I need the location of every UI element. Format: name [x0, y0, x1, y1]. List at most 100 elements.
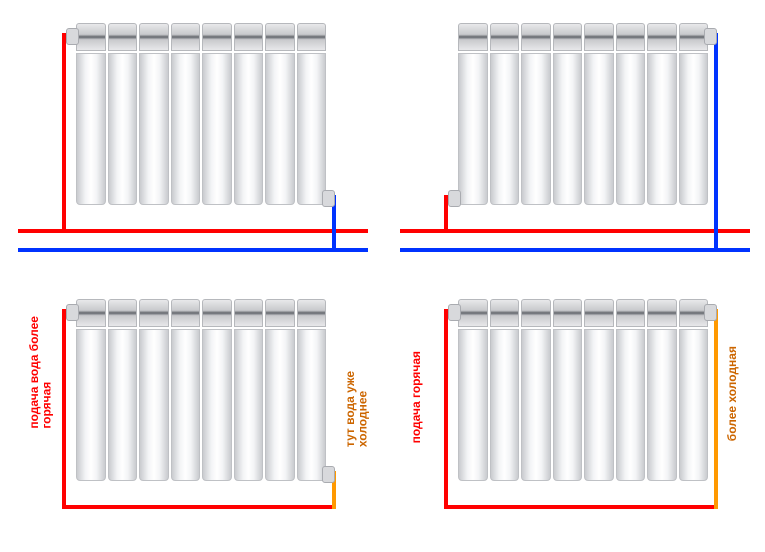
radiator-fin [265, 53, 295, 205]
radiator-fin [490, 329, 520, 481]
valve-icon [704, 304, 717, 321]
radiator-fin [202, 53, 232, 205]
pipe [400, 248, 750, 252]
pipe [18, 248, 368, 252]
valve-icon [66, 304, 79, 321]
valve-icon [448, 304, 461, 321]
radiator-fin [76, 329, 106, 481]
radiator [76, 299, 326, 481]
pipe [714, 309, 718, 509]
radiator-fin [521, 53, 551, 205]
radiator-fin [202, 329, 232, 481]
radiator-fin [584, 329, 614, 481]
pipe [18, 229, 368, 233]
radiator-fin [458, 329, 488, 481]
radiator-fin [679, 53, 709, 205]
radiator-header-seg [647, 299, 677, 327]
radiator-fin [108, 53, 138, 205]
radiator-fin [234, 53, 264, 205]
pipe-label: более холодная [726, 346, 739, 441]
radiator-body [76, 329, 326, 481]
radiator-header [458, 299, 708, 327]
radiator-fin [679, 329, 709, 481]
radiator-header-seg [490, 299, 520, 327]
radiator-header-seg [297, 299, 327, 327]
radiator-header-seg [647, 23, 677, 51]
radiator-header-seg [553, 23, 583, 51]
radiator-fin [647, 53, 677, 205]
radiator-body [458, 329, 708, 481]
radiator-header-seg [490, 23, 520, 51]
radiator-fin [297, 53, 327, 205]
radiator-fin [265, 329, 295, 481]
radiator-header-seg [171, 23, 201, 51]
valve-icon [448, 190, 461, 207]
radiator-fin [490, 53, 520, 205]
radiator-fin [171, 53, 201, 205]
radiator-header-seg [521, 299, 551, 327]
radiator-fin [553, 53, 583, 205]
radiator-header [76, 23, 326, 51]
pipe [62, 33, 66, 233]
radiator-fin [616, 329, 646, 481]
radiator-fin [139, 53, 169, 205]
radiator-header-seg [171, 299, 201, 327]
radiator-header-seg [265, 299, 295, 327]
radiator-header-seg [202, 23, 232, 51]
valve-icon [322, 190, 335, 207]
radiator-header [458, 23, 708, 51]
diagram-panel [8, 0, 378, 276]
radiator-header-seg [108, 23, 138, 51]
radiator-body [458, 53, 708, 205]
pipe [62, 309, 66, 509]
diagram-panel: подача вода более горячая тут вода уже хо… [8, 276, 378, 552]
radiator [458, 299, 708, 481]
radiator-header-seg [76, 23, 106, 51]
pipe [444, 309, 448, 509]
diagram-panel [390, 0, 760, 276]
valve-icon [322, 466, 335, 483]
pipe [62, 505, 336, 509]
radiator-header-seg [234, 23, 264, 51]
pipe [444, 505, 718, 509]
radiator [76, 23, 326, 205]
radiator-header-seg [616, 23, 646, 51]
pipe [400, 229, 750, 233]
radiator-header-seg [139, 299, 169, 327]
radiator [458, 23, 708, 205]
pipe [714, 33, 718, 252]
radiator-fin [171, 329, 201, 481]
radiator-header-seg [584, 23, 614, 51]
valve-icon [66, 28, 79, 45]
radiator-fin [76, 53, 106, 205]
diagram-panel: подача горячая более холодная [390, 276, 760, 552]
radiator-header-seg [234, 299, 264, 327]
pipe-label: тут вода уже холоднее [344, 371, 369, 447]
radiator-fin [297, 329, 327, 481]
radiator-header-seg [584, 299, 614, 327]
radiator-header-seg [139, 23, 169, 51]
radiator-fin [458, 53, 488, 205]
radiator-fin [553, 329, 583, 481]
radiator-fin [584, 53, 614, 205]
radiator-fin [234, 329, 264, 481]
radiator-header-seg [108, 299, 138, 327]
pipe-label: подача вода более горячая [28, 316, 53, 429]
radiator-header-seg [297, 23, 327, 51]
radiator-header [76, 299, 326, 327]
radiator-fin [139, 329, 169, 481]
radiator-fin [108, 329, 138, 481]
radiator-header-seg [458, 23, 488, 51]
radiator-header-seg [202, 299, 232, 327]
radiator-header-seg [458, 299, 488, 327]
radiator-header-seg [521, 23, 551, 51]
radiator-body [76, 53, 326, 205]
radiator-header-seg [616, 299, 646, 327]
radiator-fin [647, 329, 677, 481]
valve-icon [704, 28, 717, 45]
radiator-fin [616, 53, 646, 205]
pipe-label: подача горячая [410, 351, 423, 443]
radiator-header-seg [553, 299, 583, 327]
radiator-header-seg [265, 23, 295, 51]
radiator-header-seg [76, 299, 106, 327]
